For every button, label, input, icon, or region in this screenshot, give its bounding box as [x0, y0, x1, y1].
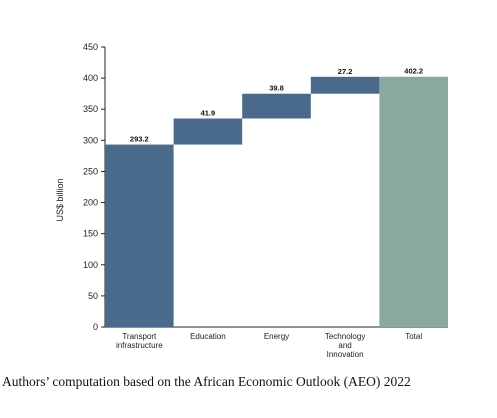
- data-label-4: 27.2: [338, 67, 353, 76]
- y-tick-label: 400: [83, 73, 98, 83]
- category-label-3: Energy: [264, 332, 289, 341]
- y-tick-label: 100: [83, 260, 98, 270]
- data-label-2: 41.9: [201, 108, 216, 117]
- bar-3: [242, 93, 311, 119]
- source-note: Authors’ computation based on the Africa…: [2, 374, 411, 389]
- category-label-1: Transport: [122, 332, 157, 341]
- y-tick-label: 450: [83, 42, 98, 52]
- chart-bars: [105, 76, 448, 328]
- data-labels: 293.2 41.9 39.8 27.2 402.2: [130, 67, 423, 144]
- y-axis-title: US$ billion: [55, 178, 65, 221]
- y-tick-label: 350: [83, 104, 98, 114]
- data-label-3: 39.8: [269, 84, 284, 93]
- y-tick-label: 0: [93, 322, 98, 332]
- y-tick-label: 300: [83, 135, 98, 145]
- y-tick-label: 150: [83, 229, 98, 239]
- waterfall-chart: 0 50 100 150 200 250 300 350 400 450 293.2 41.9 39.…: [55, 42, 448, 359]
- y-tick-label: 250: [83, 166, 98, 176]
- bar-1: [105, 144, 174, 327]
- category-label-1: infrastructure: [116, 341, 163, 350]
- bar-5: [379, 76, 448, 328]
- y-tick-label: 50: [88, 291, 98, 301]
- bar-4: [310, 76, 380, 94]
- data-label-1: 293.2: [130, 135, 149, 144]
- bar-2: [173, 118, 243, 145]
- category-label-5: Total: [405, 332, 422, 341]
- category-label-2: Education: [190, 332, 226, 341]
- y-tick-label: 200: [83, 198, 98, 208]
- data-label-5: 402.2: [404, 67, 423, 76]
- category-label-4: and: [338, 341, 351, 350]
- category-label-4: Technology: [325, 332, 365, 341]
- category-label-4: Innovation: [327, 350, 364, 359]
